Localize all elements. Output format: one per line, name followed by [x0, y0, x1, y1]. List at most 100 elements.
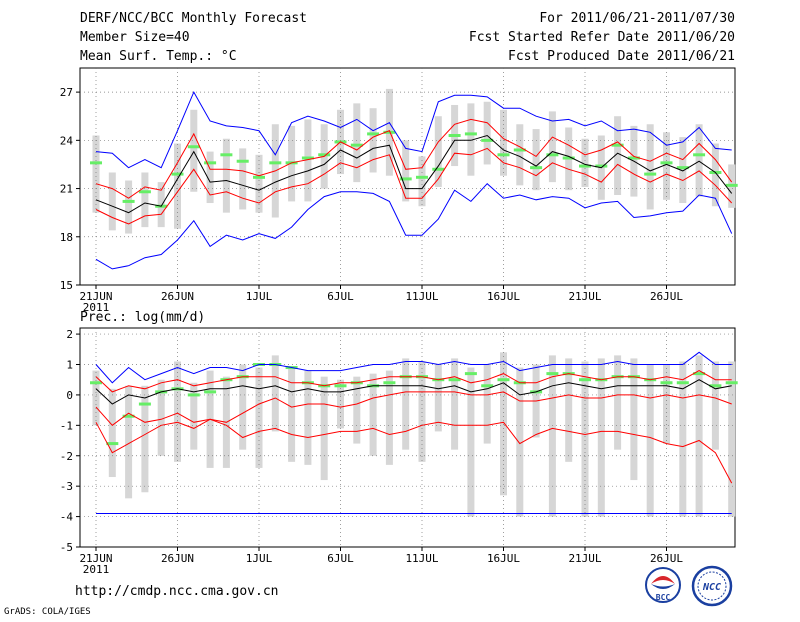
prec-lower-line — [95, 391, 732, 426]
temp-range-bar — [92, 135, 100, 213]
prec-climatology-marker — [676, 381, 689, 385]
temp-climatology-marker — [122, 199, 135, 203]
header-title: DERF/NCC/BCC Monthly Forecast — [80, 11, 307, 26]
prec-y-tick-label: -3 — [60, 480, 73, 493]
prec-range-bar — [646, 364, 654, 517]
temp-climatology-marker — [595, 164, 608, 168]
prec-range-bar — [630, 358, 638, 481]
temp-range-bar — [157, 182, 165, 228]
temp-range-bar — [206, 151, 214, 204]
prec-range-bar — [516, 367, 524, 517]
prec-range-bar — [385, 370, 393, 465]
temp-climatology-marker — [204, 161, 217, 165]
temp-x-tick-label: 1JUL — [246, 290, 273, 303]
temp-range-bar — [255, 154, 263, 213]
prec-climatology-marker — [138, 402, 151, 406]
temp-climatology-marker — [187, 145, 200, 149]
prec-range-bar — [711, 361, 719, 450]
prec-range-bar — [679, 361, 687, 517]
temp-range-bar — [418, 156, 426, 207]
footer-url[interactable]: http://cmdp.ncc.cma.gov.cn — [75, 584, 279, 599]
header-forecast-period: For 2011/06/21-2011/07/30 — [539, 11, 735, 26]
prec-max-line — [95, 351, 732, 384]
temp-climatology-marker — [171, 172, 184, 176]
prec-low_red-line — [95, 418, 733, 484]
temp-climatology-marker — [464, 132, 477, 136]
temp-climatology-marker — [627, 156, 640, 160]
temp-range-bar — [695, 124, 703, 197]
prec-y-tick-label: -1 — [60, 419, 73, 432]
prec-climatology-marker — [204, 390, 217, 394]
prec-range-bar — [125, 385, 133, 499]
temp-range-bar — [532, 129, 540, 191]
header-produced-date: Fcst Produced Date 2011/06/21 — [508, 49, 735, 64]
temp-range-bar — [614, 116, 622, 195]
prec-climatology-marker — [497, 378, 510, 382]
bcc-logo-text: BCC — [656, 593, 671, 602]
bcc-logo-swirl-blue — [651, 584, 675, 589]
prec-climatology-marker — [693, 372, 706, 376]
temp-climatology-marker — [676, 166, 689, 170]
prec-range-bar — [695, 355, 703, 517]
temp-range-bar — [548, 111, 556, 183]
prec-range-bar — [141, 385, 149, 493]
temp-range-bar — [467, 103, 475, 176]
prec-range-bar — [483, 364, 491, 444]
ncc-logo-ring — [691, 565, 733, 607]
prec-x-tick-label: 26JUL — [650, 552, 683, 565]
temp-x-tick-label: 11JUL — [405, 290, 438, 303]
temp-y-tick-label: 18 — [60, 231, 73, 244]
temp-range-bar — [239, 148, 247, 210]
temp-lower-line — [95, 147, 733, 225]
prec-range-bar — [728, 361, 736, 517]
temp-climatology-marker — [301, 156, 314, 160]
temp-range-bar — [125, 180, 133, 234]
prec-range-bar — [304, 370, 312, 465]
prec-climatology-marker — [579, 378, 591, 382]
prec-range-bar — [108, 388, 116, 478]
prec-climatology-marker — [660, 381, 673, 385]
temp-climatology-marker — [90, 161, 102, 165]
prec-range-bar — [565, 358, 573, 462]
temp-climatology-marker — [693, 153, 706, 157]
temp-range-bar — [222, 138, 230, 213]
prec-range-bar — [467, 367, 475, 517]
temp-climatology-marker — [660, 161, 673, 165]
prec-y-tick-label: 2 — [66, 328, 73, 341]
prec-range-bar — [614, 355, 622, 450]
precipitation-panel: -5 -4 -3 -2 -1 0 1 2 21JUN 26JUN 1JUL 6JUL 11JUL 16JU… — [60, 327, 738, 576]
prec-year-label: 2011 — [83, 563, 110, 576]
bcc-logo-ring — [645, 567, 681, 603]
temp-climatology-marker — [350, 143, 363, 147]
prec-x-tick-label: 11JUL — [405, 552, 438, 565]
temp-x-tick-label: 6JUL — [327, 290, 354, 303]
prec-climatology-marker — [709, 384, 722, 388]
temp-mean-line — [95, 134, 733, 214]
prec-y-tick-label: -4 — [60, 511, 74, 524]
prec-range-bar — [271, 355, 279, 432]
prec-y-tick-label: -2 — [60, 450, 73, 463]
footer-credit: GrADS: COLA/IGES — [4, 607, 91, 617]
prec-climatology-marker — [106, 442, 119, 446]
temp-climatology-marker — [481, 138, 494, 142]
prec-mean-line — [95, 379, 732, 405]
prec-x-tick-label: 16JUL — [487, 552, 520, 565]
temp-y-tick-label: 15 — [60, 279, 73, 292]
temp-range-bar — [646, 124, 654, 210]
prec-y-tick-label: -5 — [60, 541, 73, 554]
bcc-logo: BCC — [645, 567, 681, 603]
temp-y-tick-label: 27 — [60, 86, 73, 99]
prec-range-bar — [500, 352, 507, 496]
temp-climatology-marker — [530, 166, 543, 170]
temp-climatology-marker — [497, 153, 510, 157]
prec-range-bar — [288, 367, 296, 462]
temp-climatology-marker — [546, 153, 559, 157]
temp-climatology-marker — [318, 153, 331, 157]
ncc-logo-text: NCC — [702, 582, 721, 593]
temp-range-bar — [434, 116, 442, 187]
header-variable: Mean Surf. Temp.: °C — [80, 49, 237, 64]
temp-y-tick-label: 21 — [60, 183, 73, 196]
prec-y-tick-label: 1 — [66, 359, 73, 372]
